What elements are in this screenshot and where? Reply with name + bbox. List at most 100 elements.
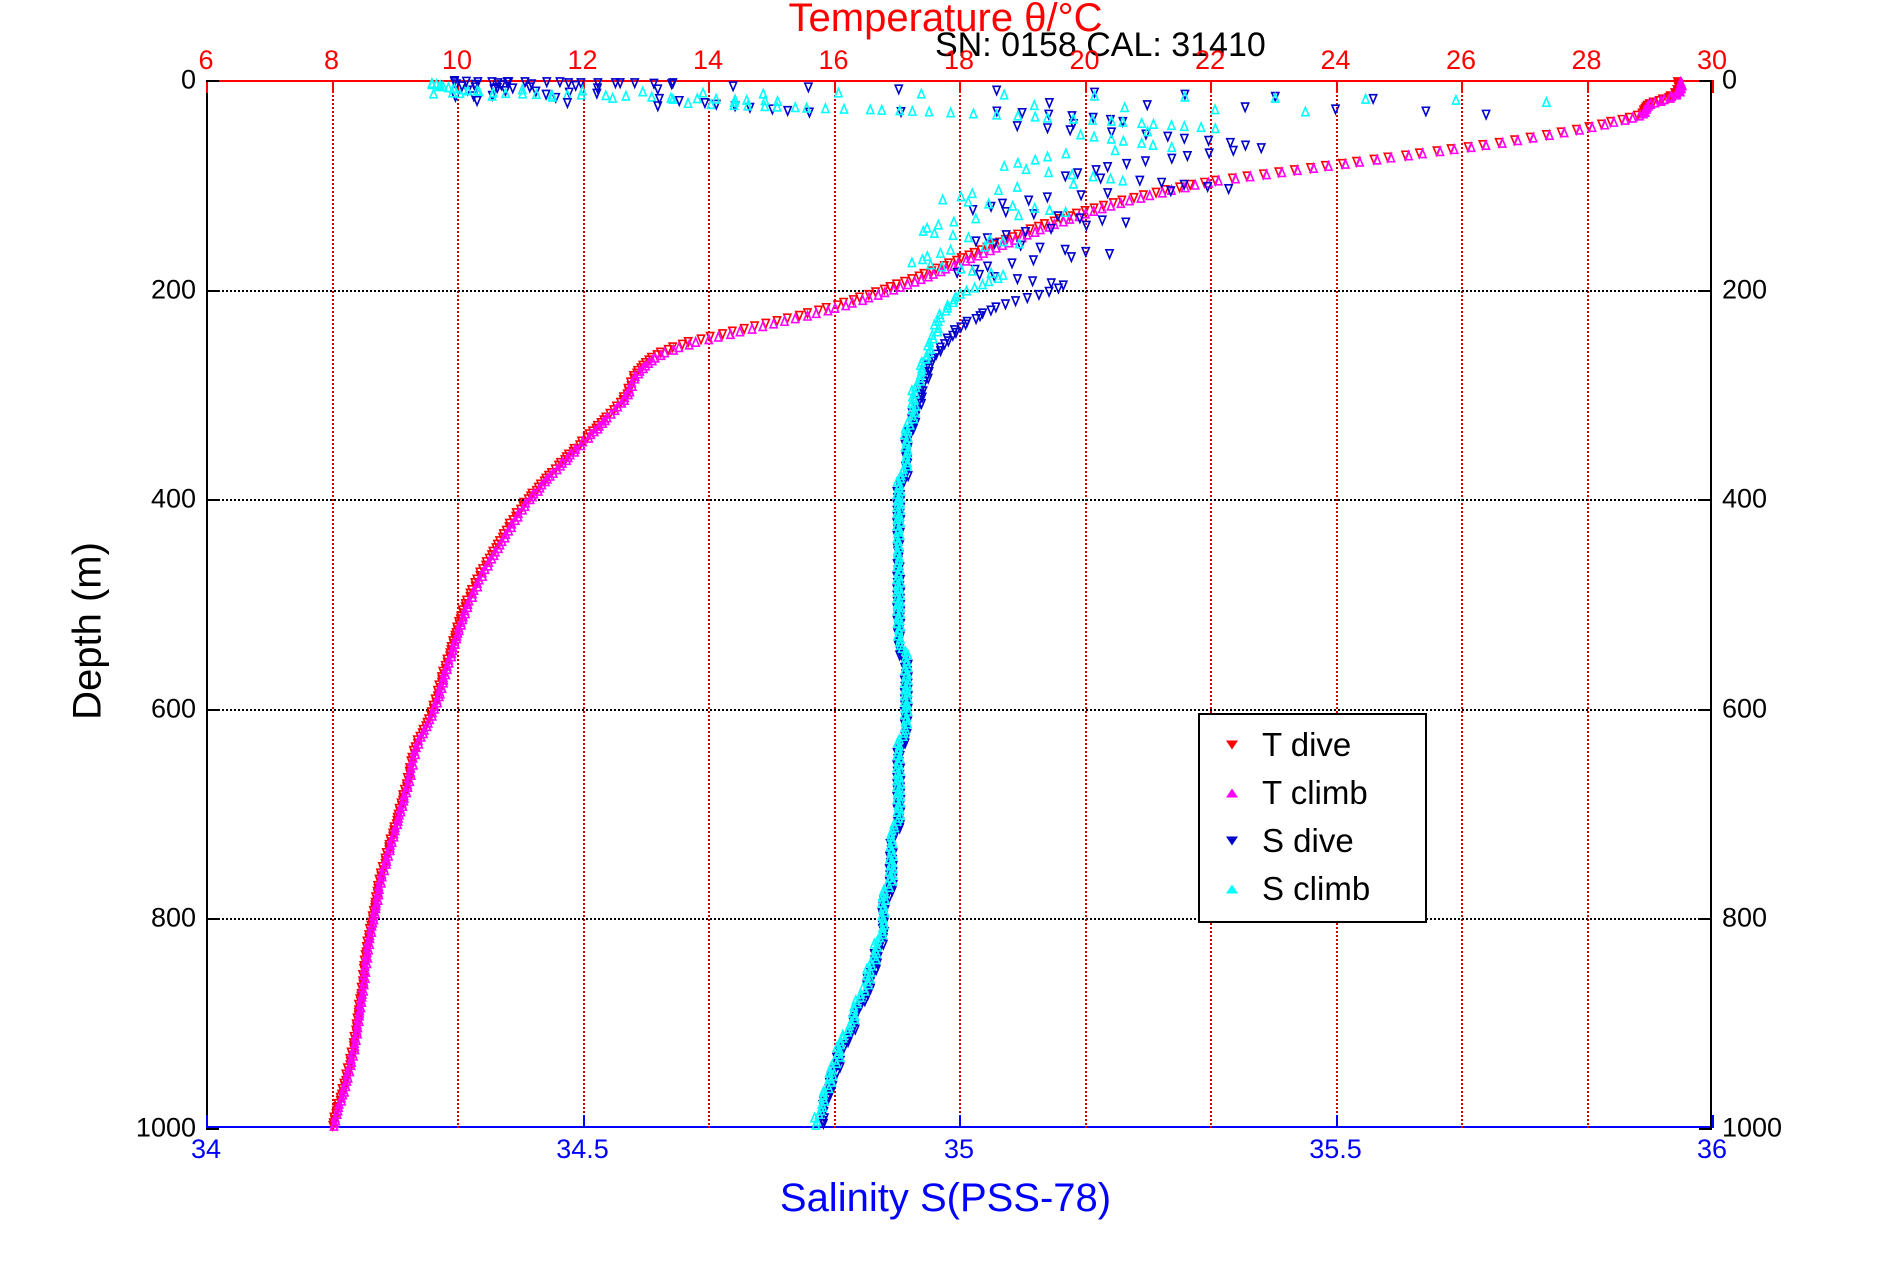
triangle-up-icon xyxy=(1226,788,1238,798)
triangle-down-icon xyxy=(1226,740,1238,750)
bottom-axis-tick-label: 35.5 xyxy=(1309,1134,1362,1164)
right-axis-tick-label: 600 xyxy=(1722,693,1768,724)
surface-scatter-s-dive xyxy=(449,77,1491,121)
triangle-down-icon xyxy=(1226,836,1238,846)
top-axis-tick xyxy=(1210,80,1212,93)
left-axis-tick-label: 0 xyxy=(180,64,196,95)
bottom-axis-tick xyxy=(206,1115,208,1128)
vertical-gridline xyxy=(708,80,710,1128)
bottom-axis-tick-label: 34 xyxy=(190,1134,222,1164)
left-axis-title: Depth (m) xyxy=(65,542,110,720)
top-axis-tick-label: 24 xyxy=(1320,45,1351,75)
legend-item-t-dive[interactable]: T dive xyxy=(1200,721,1425,769)
series-s-climb xyxy=(427,76,1221,1130)
series-t-dive xyxy=(327,77,1684,1133)
right-axis-tick xyxy=(1699,708,1712,711)
bottom-axis-tick xyxy=(1712,1115,1714,1128)
series-t-climb xyxy=(329,75,1688,1131)
legend-item-s-dive[interactable]: S dive xyxy=(1200,817,1425,865)
top-axis-tick xyxy=(833,80,836,93)
top-axis-tick-label: 10 xyxy=(441,45,473,75)
vertical-gridline xyxy=(457,80,459,1128)
triangle-up-icon xyxy=(1226,884,1238,894)
legend-label: S dive xyxy=(1262,822,1354,859)
bottom-axis-title: Salinity S(PSS-78) xyxy=(779,1176,1112,1220)
top-axis-tick-label: 26 xyxy=(1445,45,1477,75)
top-axis-tick xyxy=(1084,80,1087,93)
legend-label: S climb xyxy=(1262,870,1371,907)
top-axis-tick-label: 8 xyxy=(323,45,340,75)
top-axis-tick xyxy=(1461,80,1463,93)
bottom-axis-tick xyxy=(582,1115,585,1128)
right-axis-tick xyxy=(1699,80,1712,82)
top-axis-tick xyxy=(708,80,710,93)
right-axis-tick-label: 0 xyxy=(1722,64,1738,95)
vertical-gridline xyxy=(833,80,836,1128)
vertical-gridline xyxy=(1210,80,1212,1128)
top-axis-tick xyxy=(206,80,208,93)
bottom-axis-tick-label: 36 xyxy=(1696,1134,1728,1164)
plot-area xyxy=(206,75,1714,1133)
surface-scatter-s-climb xyxy=(427,77,1552,117)
top-axis-tick-label: 14 xyxy=(692,45,724,75)
top-axis-tick-label: 20 xyxy=(1069,45,1100,75)
top-axis-tick-label: 30 xyxy=(1696,45,1728,75)
top-axis-tick-label: 22 xyxy=(1194,45,1226,75)
left-axis-tick xyxy=(206,918,219,921)
left-axis-tick-label: 600 xyxy=(150,693,196,724)
top-axis-tick-label: 28 xyxy=(1571,45,1602,75)
legend-item-s-climb[interactable]: S climb xyxy=(1200,865,1425,913)
vertical-gridline xyxy=(1461,80,1463,1128)
data-series-layer xyxy=(327,75,1688,1133)
vertical-gridline xyxy=(331,80,334,1128)
bottom-axis-tick xyxy=(1335,1115,1338,1128)
series-s-dive xyxy=(449,76,1267,1131)
legend-item-t-climb[interactable]: T climb xyxy=(1200,769,1425,817)
left-axis-line xyxy=(206,80,208,1128)
top-axis-tick xyxy=(582,80,585,93)
right-axis-tick-label: 200 xyxy=(1722,274,1768,305)
top-axis-tick xyxy=(331,80,334,93)
bottom-axis-tick-label: 34.5 xyxy=(556,1134,609,1164)
legend-label: T dive xyxy=(1262,726,1352,763)
vertical-gridline xyxy=(959,80,961,1128)
left-axis-tick-label: 400 xyxy=(150,483,196,514)
vertical-gridline xyxy=(1084,80,1087,1128)
legend[interactable]: T dive T climb S dive S climb xyxy=(1198,713,1427,923)
left-axis-tick xyxy=(206,289,219,292)
bottom-axis-tick-label: 35 xyxy=(943,1134,975,1164)
horizontal-gridline xyxy=(206,499,1712,502)
horizontal-gridline xyxy=(206,918,1712,921)
right-axis-tick xyxy=(1699,1128,1712,1130)
left-axis-tick xyxy=(206,499,219,502)
top-axis-tick xyxy=(1712,80,1714,93)
legend-label: T climb xyxy=(1262,774,1368,811)
top-axis-tick xyxy=(1586,80,1589,93)
top-axis-tick-label: 18 xyxy=(943,45,975,75)
left-axis-tick xyxy=(206,1128,219,1130)
left-axis-tick-label: 800 xyxy=(150,902,196,933)
top-axis-tick xyxy=(959,80,961,93)
top-axis-tick-label: 12 xyxy=(567,45,598,75)
right-axis-tick xyxy=(1699,289,1712,292)
vertical-gridline xyxy=(1335,80,1338,1128)
left-axis-tick-label: 1000 xyxy=(135,1112,196,1143)
right-axis-tick xyxy=(1699,499,1712,502)
left-axis-tick-label: 200 xyxy=(150,274,196,305)
left-axis-tick xyxy=(206,708,219,711)
horizontal-gridline xyxy=(206,708,1712,711)
top-axis-tick xyxy=(1335,80,1338,93)
sensor-annotation: SN: 0158 CAL: 31410 xyxy=(935,26,1266,64)
left-axis-tick xyxy=(206,80,219,82)
top-axis-tick-label: 16 xyxy=(818,45,849,75)
right-axis-tick xyxy=(1699,918,1712,921)
right-axis-tick-label: 400 xyxy=(1722,483,1768,514)
top-axis-tick-label: 6 xyxy=(198,45,214,75)
right-axis-tick-label: 1000 xyxy=(1722,1112,1783,1143)
right-axis-line xyxy=(1710,80,1712,1128)
bottom-axis-tick xyxy=(959,1115,961,1128)
top-axis-title: Temperature θ/°C xyxy=(788,0,1103,40)
vertical-gridline xyxy=(1586,80,1589,1128)
right-axis-tick-label: 800 xyxy=(1722,902,1768,933)
